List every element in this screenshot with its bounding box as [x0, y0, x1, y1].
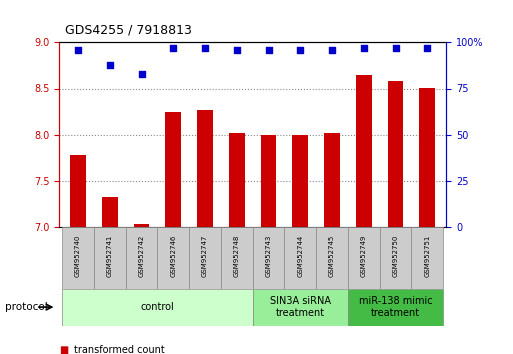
Bar — [348, 289, 443, 326]
Point — [74, 47, 82, 53]
Point — [328, 47, 336, 53]
Text: GSM952746: GSM952746 — [170, 235, 176, 278]
Text: GSM952741: GSM952741 — [107, 235, 113, 278]
Text: SIN3A siRNA
treatment: SIN3A siRNA treatment — [270, 296, 331, 318]
Bar — [157, 227, 189, 289]
Text: GSM952742: GSM952742 — [139, 235, 145, 278]
Bar — [133, 224, 149, 227]
Text: GSM952751: GSM952751 — [424, 235, 430, 278]
Point — [360, 45, 368, 51]
Bar — [348, 227, 380, 289]
Bar — [70, 155, 86, 227]
Point — [264, 47, 272, 53]
Text: GSM952748: GSM952748 — [234, 235, 240, 278]
Point — [423, 45, 431, 51]
Point — [106, 62, 114, 67]
Bar — [94, 227, 126, 289]
Text: ■: ■ — [59, 346, 68, 354]
Text: miR-138 mimic
treatment: miR-138 mimic treatment — [359, 296, 432, 318]
Point — [201, 45, 209, 51]
Text: GSM952743: GSM952743 — [266, 235, 271, 278]
Bar — [126, 227, 157, 289]
Point — [233, 47, 241, 53]
Point — [296, 47, 304, 53]
Text: protocol: protocol — [5, 302, 48, 312]
Text: GSM952750: GSM952750 — [392, 235, 399, 278]
Bar — [197, 110, 213, 227]
Bar — [189, 227, 221, 289]
Text: GSM952747: GSM952747 — [202, 235, 208, 278]
Bar — [253, 289, 348, 326]
Text: GSM952744: GSM952744 — [297, 235, 303, 278]
Bar — [62, 289, 253, 326]
Bar — [380, 227, 411, 289]
Bar — [284, 227, 316, 289]
Bar — [324, 133, 340, 227]
Bar — [356, 75, 372, 227]
Bar — [221, 227, 253, 289]
Text: transformed count: transformed count — [74, 346, 165, 354]
Bar — [411, 227, 443, 289]
Text: control: control — [141, 302, 174, 312]
Point — [137, 71, 146, 76]
Bar — [292, 136, 308, 227]
Bar — [253, 227, 284, 289]
Bar — [261, 136, 277, 227]
Point — [391, 45, 400, 51]
Bar — [102, 197, 117, 227]
Bar — [165, 112, 181, 227]
Bar — [388, 81, 403, 227]
Bar — [229, 133, 245, 227]
Bar — [316, 227, 348, 289]
Text: GDS4255 / 7918813: GDS4255 / 7918813 — [65, 23, 192, 36]
Bar — [62, 227, 94, 289]
Point — [169, 45, 177, 51]
Text: GSM952745: GSM952745 — [329, 235, 335, 278]
Text: GSM952749: GSM952749 — [361, 235, 367, 278]
Bar — [419, 88, 435, 227]
Text: GSM952740: GSM952740 — [75, 235, 81, 278]
